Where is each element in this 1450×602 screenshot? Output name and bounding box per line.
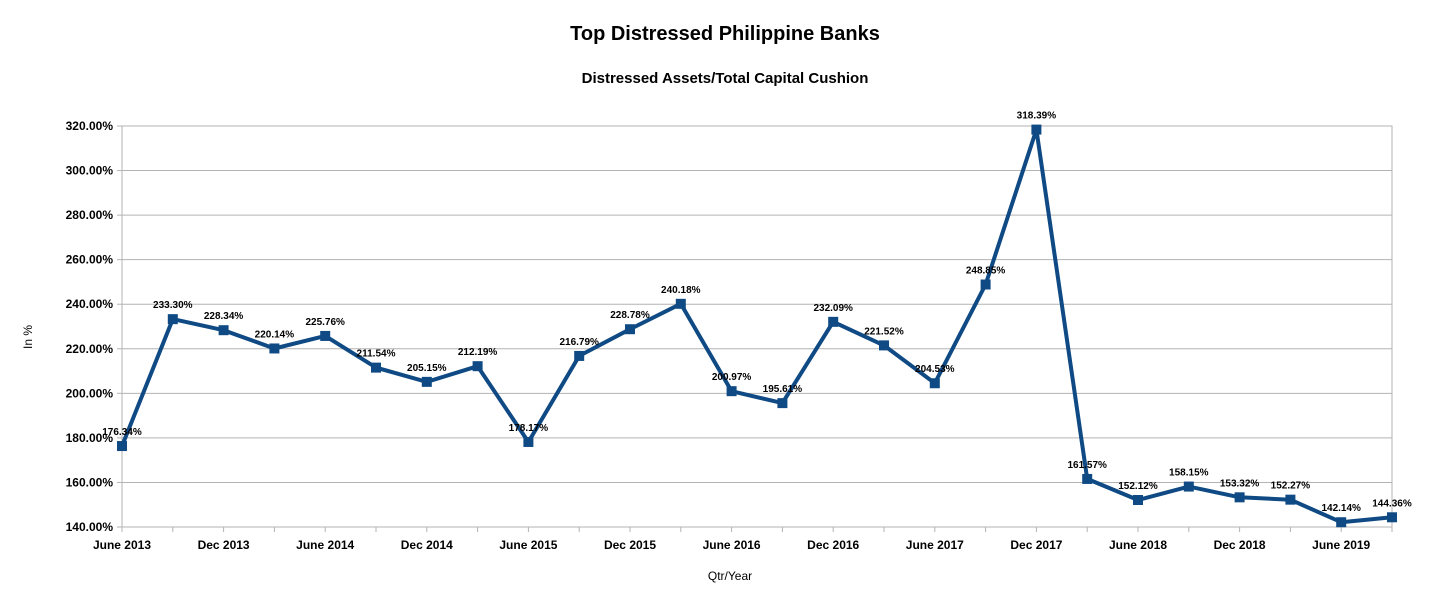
data-point <box>625 324 635 335</box>
data-point <box>269 343 280 354</box>
data-label: 144.36% <box>1372 498 1412 509</box>
data-label: 318.39% <box>1017 111 1057 122</box>
x-tick-label: Dec 2013 <box>198 538 250 552</box>
x-tick-label: Dec 2018 <box>1214 538 1266 552</box>
y-tick-label: 160.00% <box>66 475 114 489</box>
x-tick-label: June 2018 <box>1109 538 1167 552</box>
data-point <box>1133 494 1143 505</box>
data-label: 240.18% <box>661 285 701 296</box>
data-point <box>1031 124 1042 135</box>
y-tick-label: 320.00% <box>66 119 114 133</box>
data-label: 232.09% <box>813 303 853 314</box>
series-line <box>120 127 1394 525</box>
data-label: 221.52% <box>864 326 904 337</box>
data-point <box>777 398 788 409</box>
x-tick-label: Dec 2016 <box>807 538 859 552</box>
data-point <box>167 314 178 325</box>
data-point <box>523 436 534 447</box>
data-label: 212.19% <box>458 347 498 358</box>
x-tick-label: June 2019 <box>1312 538 1370 552</box>
series <box>117 124 1397 528</box>
data-label: 158.15% <box>1169 468 1209 479</box>
data-label: 233.30% <box>153 300 193 311</box>
data-label: 228.78% <box>610 310 650 321</box>
data-label: 153.32% <box>1220 478 1260 489</box>
data-label: 152.12% <box>1118 481 1158 492</box>
x-tick-label: June 2016 <box>703 538 761 552</box>
data-label: 225.76% <box>305 317 345 328</box>
x-tick-label: Dec 2015 <box>604 538 656 552</box>
data-label: 152.27% <box>1271 481 1311 492</box>
data-label: 228.34% <box>204 311 244 322</box>
data-label: 216.79% <box>559 337 599 348</box>
x-tick-label: June 2017 <box>906 538 964 552</box>
y-tick-label: 180.00% <box>66 431 114 445</box>
data-labels: 176.34% 233.30% 228.34% 220.14% 225.76% 211.5… <box>102 111 1412 515</box>
data-point <box>574 350 585 361</box>
data-point <box>1234 492 1245 503</box>
data-label: 195.61% <box>763 384 803 395</box>
data-point <box>879 340 889 351</box>
data-point <box>117 441 127 452</box>
data-point <box>1285 494 1296 505</box>
data-label: 200.97% <box>712 372 752 383</box>
data-point <box>726 386 737 397</box>
grid-lines <box>121 125 1393 528</box>
data-point <box>675 298 686 309</box>
x-tick-label: Dec 2017 <box>1010 538 1062 552</box>
y-tick-label: 240.00% <box>66 297 114 311</box>
y-axis-title: In % <box>21 325 35 349</box>
x-tick-label: June 2015 <box>499 538 557 552</box>
data-point <box>1336 517 1347 528</box>
y-tick-label: 280.00% <box>66 208 114 222</box>
data-point <box>218 325 229 336</box>
data-point <box>828 316 839 327</box>
x-tick-label: Dec 2014 <box>401 538 453 552</box>
data-point <box>980 279 991 290</box>
data-label: 248.85% <box>966 266 1006 277</box>
axes: 140.00% 160.00% 180.00% 200.00% 220.00% 240.0… <box>66 119 1393 552</box>
x-tick-label: June 2014 <box>296 538 354 552</box>
data-point <box>421 376 432 387</box>
data-point <box>929 378 940 389</box>
y-tick-label: 300.00% <box>66 164 114 178</box>
data-point <box>1183 481 1194 492</box>
data-label: 211.54% <box>357 349 396 360</box>
chart-subtitle: Distressed Assets/Total Capital Cushion <box>581 70 869 87</box>
data-label: 220.14% <box>255 329 295 340</box>
data-label: 178.17% <box>509 423 549 434</box>
data-label: 142.14% <box>1321 503 1361 514</box>
y-tick-label: 220.00% <box>66 342 114 356</box>
y-tick-label: 140.00% <box>66 520 114 534</box>
x-tick-label: June 2013 <box>93 538 151 552</box>
y-tick-label: 260.00% <box>66 253 114 267</box>
data-point <box>320 330 331 341</box>
data-point <box>371 362 381 373</box>
y-tick-label: 200.00% <box>66 386 114 400</box>
x-axis-title: Qtr/Year <box>708 569 752 583</box>
data-label: 161.57% <box>1067 460 1107 471</box>
data-point <box>1082 473 1093 484</box>
data-point <box>1387 512 1397 523</box>
data-label: 205.15% <box>407 363 447 374</box>
data-label: 176.34% <box>102 427 142 438</box>
data-point <box>472 361 483 372</box>
chart-title: Top Distressed Philippine Banks <box>570 23 880 45</box>
data-label: 204.53% <box>915 364 955 375</box>
